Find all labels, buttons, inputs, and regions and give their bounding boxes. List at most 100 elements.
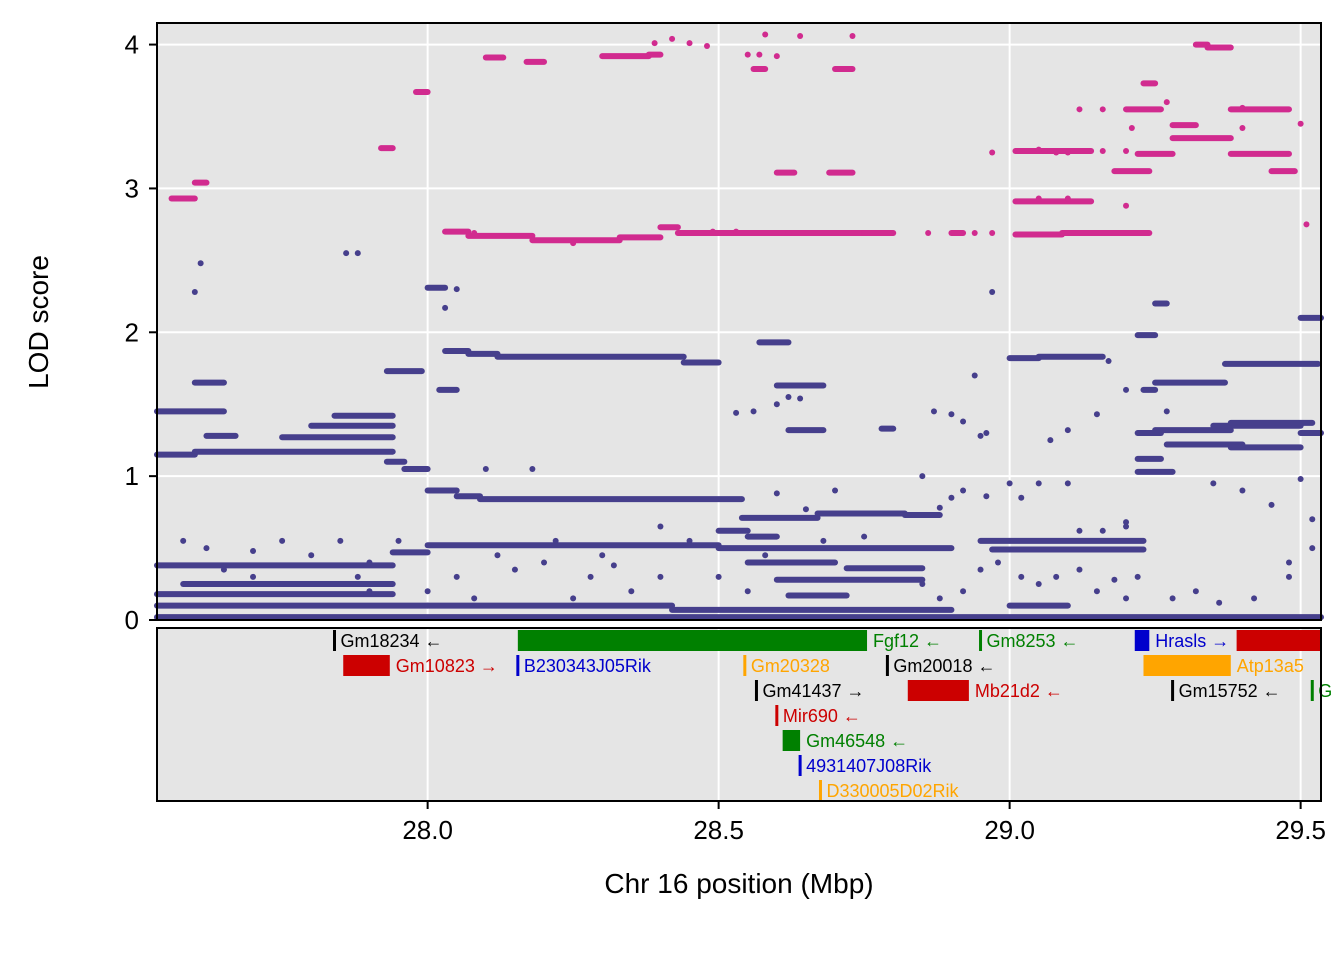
lod-point [861,533,868,540]
gene-label: Mb21d2 ← [975,681,1063,701]
lod-point [1099,148,1106,155]
lod-point [936,595,943,602]
lod-point [983,429,990,436]
lod-point [1099,106,1106,113]
lod-point [750,408,757,415]
lod-point [494,552,501,559]
lod-point [686,40,693,47]
lod-point [1035,480,1042,487]
lod-point [1163,99,1170,106]
lod-point [1216,599,1223,606]
lod-point [960,487,967,494]
gene-label: B230343J05Rik [524,656,652,676]
gene-label: Gm15752 ← [1179,681,1281,701]
lod-point [849,32,856,39]
lod-point [1123,386,1130,393]
y-tick-label: 3 [125,173,139,203]
lod-point [1163,408,1170,415]
lod-point [511,566,518,573]
lod-point [762,31,769,38]
lod-point [1064,480,1071,487]
gene-block [517,630,868,651]
gene-label: Atp13a5 [1237,656,1304,676]
lod-point [197,260,204,267]
y-axis-ticks: 0 1 2 3 4 [125,30,157,635]
lod-point [989,289,996,296]
lod-point [1303,221,1310,228]
lod-point [1239,487,1246,494]
lod-point [220,566,227,573]
lod-point [1047,437,1054,444]
lod-point [686,537,693,544]
lod-point [1064,427,1071,434]
x-axis-title: Chr 16 position (Mbp) [604,868,873,899]
lod-point [733,228,740,235]
lod-point [744,51,751,58]
gene-block [343,655,390,676]
lod-point [1105,358,1112,365]
lod-point [628,588,635,595]
lod-point [773,53,780,60]
y-tick-label: 0 [125,605,139,635]
lod-point [354,250,361,257]
lod-point [1035,146,1042,153]
lod-point [1035,195,1042,202]
lod-point [832,487,839,494]
lod-point [471,595,478,602]
lod-point [715,573,722,580]
lod-point [366,588,373,595]
lod-point [989,230,996,237]
lod-point [471,230,478,237]
lod-point [802,506,809,513]
lod-point [971,372,978,379]
lod-point [191,289,198,296]
lod-point [657,573,664,580]
lod-point [1076,527,1083,534]
lod-point [1134,573,1141,580]
gene-grid-lines [426,628,1302,801]
gene-panel [157,628,1321,801]
lod-point [1297,476,1304,483]
lod-point [337,537,344,544]
lod-point [1123,519,1130,526]
lod-point [1268,501,1275,508]
lod-point [180,537,187,544]
lod-point [797,395,804,402]
lod-point [1006,480,1013,487]
lod-point [1192,588,1199,595]
lod-point [971,230,978,237]
lod-point [1123,523,1130,530]
plot-frame [156,22,1322,621]
lod-point [1285,573,1292,580]
gene-frame [156,627,1322,802]
lod-point [1041,148,1048,155]
lod-point [541,559,548,566]
lod-point [529,465,536,472]
y-tick-label: 1 [125,461,139,491]
x-tick-label: 29.0 [984,815,1035,845]
lod-point [960,418,967,425]
lod-series [154,31,1324,621]
lod-point [1123,202,1130,209]
lod-point [657,523,664,530]
lod-point [785,230,792,237]
lod-point [820,537,827,544]
lod-point [948,494,955,501]
gene-block [907,680,969,701]
lod-point [651,40,658,47]
lod-point [919,473,926,480]
lod-point [552,537,559,544]
gene-label: Gm41437 → [762,681,864,701]
lod-point [1099,527,1106,534]
lod-point [989,149,996,156]
lod-point [1169,595,1176,602]
lod-point [773,490,780,497]
lod-point [279,537,286,544]
lod-point [994,559,1001,566]
lod-point [354,573,361,580]
gene-label: Gm46548 ← [806,731,908,751]
lod-point [570,240,577,247]
y-tick-label: 4 [125,30,139,60]
gene-block [1143,655,1231,676]
lod-point [1053,573,1060,580]
